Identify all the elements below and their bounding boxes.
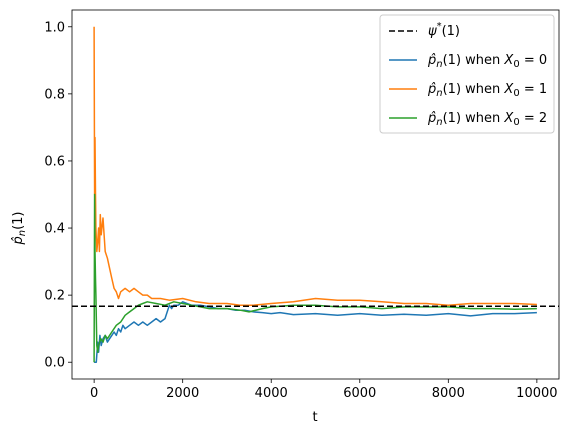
x-tick-label: 4000: [255, 386, 288, 401]
legend-label: p̂n(1) when X0 = 0: [427, 53, 547, 70]
y-tick-label: 0.2: [44, 289, 65, 304]
x-tick-label: 10000: [516, 386, 557, 401]
y-tick-label: 0.6: [44, 154, 65, 169]
y-tick-label: 0.4: [44, 222, 65, 237]
legend: ψ*(1) p̂n(1) when X0 = 0 p̂n(1) when X0 = …: [379, 14, 555, 134]
series-line-x0-2: [93, 193, 537, 363]
legend-entry: p̂n(1) when X0 = 0: [389, 53, 547, 70]
x-tick-label: 0: [90, 386, 98, 401]
ticks: 0 2000 4000 6000 8000 10000 0.0 0.2 0.4 0.6 0.8 1.0: [44, 20, 557, 401]
series-line-x0-1: [93, 26, 537, 306]
legend-entry: p̂n(1) when X0 = 2: [389, 111, 547, 128]
x-axis-label: t: [312, 410, 317, 425]
y-tick-label: 0.8: [44, 87, 65, 102]
y-tick-label: 0.0: [44, 356, 65, 371]
y-axis-label-text: p̂n(1): [11, 211, 28, 245]
legend-box: [379, 14, 555, 134]
x-tick-label: 6000: [343, 386, 376, 401]
axes-frame: [71, 9, 560, 380]
series-line-x0-0: [94, 301, 537, 363]
plot-frame: [71, 9, 560, 380]
x-tick-label: 8000: [432, 386, 465, 401]
plot-area: [72, 26, 559, 363]
legend-label: p̂n(1) when X0 = 1: [427, 82, 547, 99]
legend-entry: ψ*(1): [389, 21, 460, 39]
y-axis-label: p̂n(1): [11, 211, 28, 245]
legend-entry: p̂n(1) when X0 = 1: [389, 82, 547, 99]
y-tick-label: 1.0: [44, 20, 65, 35]
x-tick-label: 2000: [166, 386, 199, 401]
legend-label: p̂n(1) when X0 = 2: [427, 111, 547, 128]
legend-label: ψ*(1): [428, 21, 460, 39]
series-group: [72, 26, 559, 363]
